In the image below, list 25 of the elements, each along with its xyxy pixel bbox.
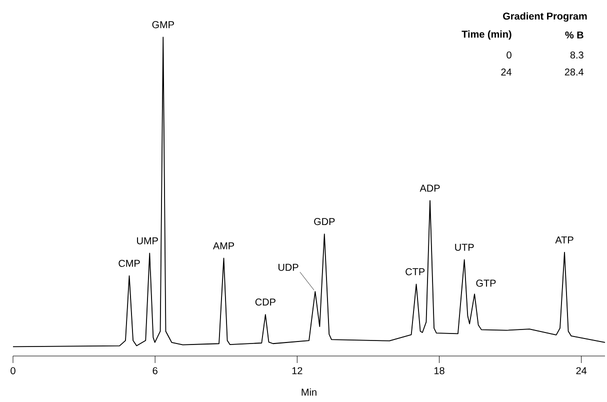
- x-tick-label: 6: [152, 367, 158, 374]
- x-tick-label: 18: [434, 367, 444, 374]
- annotation: 8.3: [570, 51, 584, 59]
- annotation: ADP: [420, 184, 440, 192]
- annotation: CMP: [118, 260, 140, 267]
- x-tick-label: 0: [10, 367, 16, 374]
- annotation: CTP: [406, 268, 425, 276]
- annotation: GMP: [152, 21, 174, 28]
- annotation: UTP: [455, 244, 474, 251]
- annotation: UDP: [278, 264, 298, 271]
- annotation: 0: [506, 51, 512, 59]
- annotation: % B: [565, 31, 584, 38]
- annotation: Time (min): [462, 30, 512, 40]
- annotation: 28.4: [564, 68, 584, 76]
- x-tick-label: 12: [292, 367, 302, 374]
- annotation: 24: [501, 68, 512, 76]
- annotation: GDP: [314, 218, 335, 226]
- annotation: CDP: [255, 298, 276, 306]
- annotation: AMP: [212, 242, 234, 250]
- annotation: UMP: [137, 237, 158, 244]
- annotation: GTP: [476, 280, 496, 287]
- x-tick-label: 24: [576, 367, 587, 374]
- x-axis-title: Min: [302, 388, 316, 396]
- annotation: ATP: [555, 236, 574, 244]
- text: Gradient Program: [503, 12, 587, 22]
